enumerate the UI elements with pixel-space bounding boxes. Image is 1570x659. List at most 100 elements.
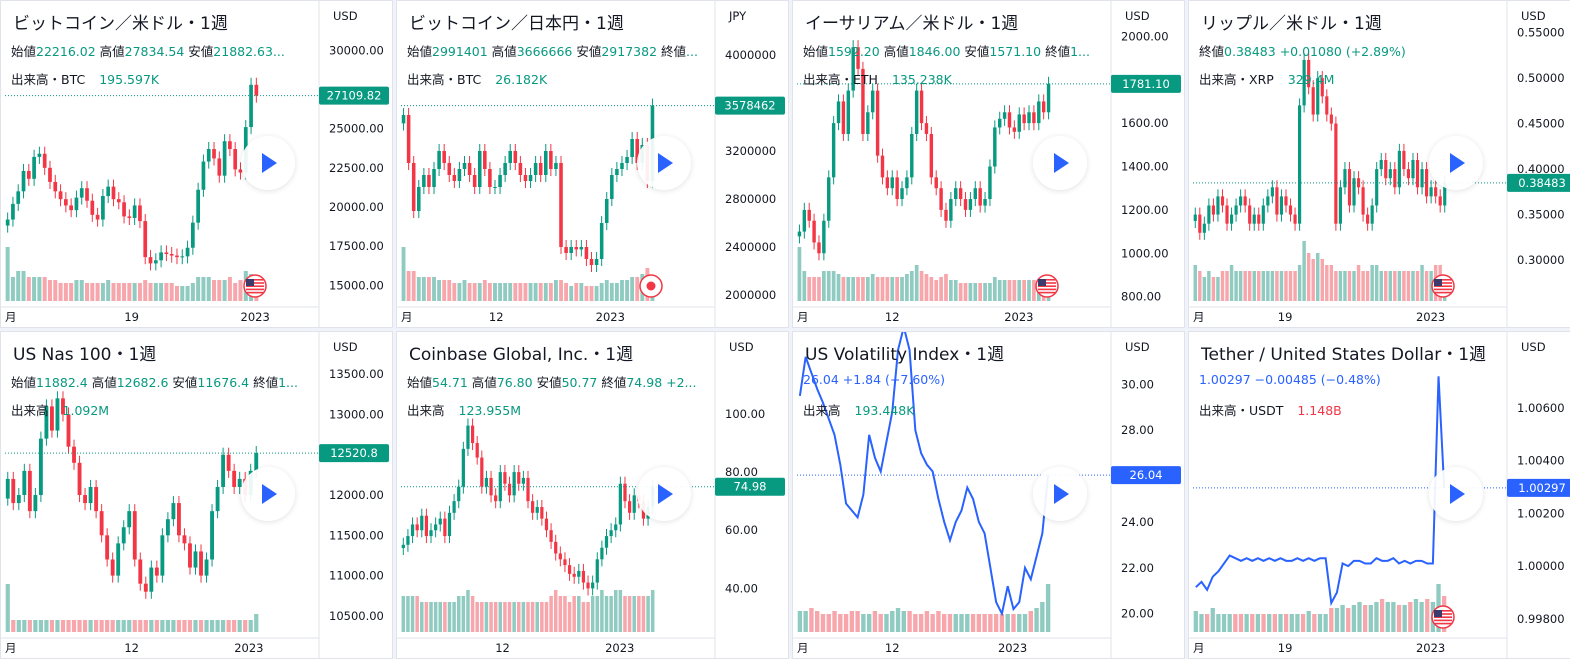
volume-bar [22, 620, 27, 632]
candle-body [1211, 205, 1215, 215]
candle-body [589, 259, 594, 265]
candle-body [437, 151, 441, 169]
volume-value: 123.955M [458, 403, 521, 418]
y-tick-label: 2000.00 [1121, 29, 1169, 43]
candle-body [233, 149, 238, 170]
play-icon[interactable] [1033, 136, 1087, 190]
volume-bar [540, 602, 544, 632]
close-value: 26.04 [803, 372, 843, 387]
chart-title[interactable]: US Volatility Index・1週 [805, 345, 1005, 365]
candle-body [544, 151, 548, 175]
volume-bar [1379, 271, 1383, 301]
chart-title[interactable]: リップル／米ドル・1週 [1201, 14, 1382, 34]
candle-body [1266, 196, 1270, 206]
chart-title[interactable]: ビットコイン／日本円・1週 [409, 14, 624, 34]
close-label: 終値 [1199, 44, 1225, 59]
chart-card[interactable]: 30.00 28.00 24.00 22.00 20.00 月 12 2023 26.04 US … [792, 331, 1185, 659]
play-icon[interactable] [1033, 467, 1087, 521]
candle-body [1397, 150, 1401, 188]
chart-title[interactable]: US Nas 100・1週 [13, 345, 157, 365]
play-icon[interactable] [1429, 136, 1483, 190]
volume-bar [1193, 265, 1197, 301]
volume-bar [132, 283, 137, 301]
volume-bar [851, 277, 856, 301]
play-icon[interactable] [241, 467, 295, 521]
chart-card[interactable]: 30000.00 25000.00 22500.00 20000.00 17500.00… [0, 0, 393, 328]
volume-bar [1419, 602, 1424, 632]
candle-body [1198, 214, 1202, 233]
volume-label: 出来高 [407, 403, 445, 418]
y-tick-label: 0.99800 [1517, 612, 1565, 626]
volume-bar [982, 614, 987, 632]
low-value: 11676.4 [197, 375, 254, 390]
chart-title[interactable]: Coinbase Global, Inc.・1週 [409, 345, 634, 365]
candle-body [477, 151, 482, 187]
candle-body [549, 151, 553, 169]
volume-bar [1238, 614, 1244, 632]
candle-body [442, 151, 446, 163]
candle-body [33, 495, 38, 512]
candle-body [462, 163, 467, 169]
play-icon[interactable] [241, 136, 295, 190]
y-tick-label: 11500.00 [329, 528, 384, 542]
y-tick-label: 1200.00 [1121, 203, 1169, 217]
volume-bar [1363, 605, 1368, 632]
volume-bar [918, 614, 924, 632]
y-tick-label: 1.00400 [1517, 454, 1565, 468]
volume-row: 出来高・ETH 135.238K [803, 69, 952, 88]
play-icon[interactable] [637, 136, 691, 190]
volume-row: 出来高 1.092M [11, 400, 109, 419]
play-icon[interactable] [1429, 467, 1483, 521]
volume-bar [433, 602, 438, 632]
volume-bar [797, 247, 802, 301]
candle-body [72, 446, 76, 463]
candle-body [417, 187, 421, 211]
candle-body [526, 477, 530, 502]
candle-body [1252, 214, 1256, 224]
volume-bar [452, 602, 456, 632]
volume-bar [154, 620, 159, 632]
chart-card[interactable]: 2000.00 1600.00 1400.00 1200.00 1000.00 800.0… [792, 0, 1185, 328]
play-icon[interactable] [637, 467, 691, 521]
chart-card[interactable]: 100.00 80.00 60.00 40.00 12 2023 74.98 Coinbase… [396, 331, 789, 659]
volume-bar [1027, 280, 1031, 301]
candle-body [1257, 214, 1261, 224]
volume-bar [82, 620, 88, 632]
candle-body [594, 259, 599, 265]
candle-body [196, 189, 200, 223]
low-value: 2917382 [601, 44, 662, 59]
chart-card[interactable]: 4000000 3200000 2800000 2400000 2000000 月 12 20… [396, 0, 789, 328]
chart-title[interactable]: ビットコイン／米ドル・1週 [13, 14, 228, 34]
volume-bar [838, 614, 843, 632]
candle-body [138, 559, 143, 584]
candle-body [483, 151, 487, 169]
volume-bar [401, 596, 406, 632]
last-price-badge [715, 96, 785, 115]
volume-bar [187, 620, 193, 632]
volume-bar [947, 614, 953, 632]
chart-card[interactable]: 0.55000 0.50000 0.45000 0.40000 0.35000 0.300… [1188, 0, 1570, 328]
ohlc-row: 始値11882.4 高値12682.6 安値11676.4 終値1... [11, 372, 301, 391]
candle-body [11, 478, 16, 504]
volume-bar [416, 277, 421, 301]
chart-title[interactable]: イーサリアム／米ドル・1週 [805, 14, 1019, 34]
y-tick-label: 15000.00 [329, 278, 384, 292]
volume-bar [513, 283, 518, 301]
candle-body [1193, 214, 1197, 221]
volume-bar [143, 620, 148, 632]
volume-bar [420, 602, 424, 632]
volume-bar [625, 280, 629, 301]
candle-body [968, 199, 973, 210]
volume-bar [1316, 253, 1320, 301]
chart-card[interactable]: 1.00600 1.00400 1.00200 1.00000 0.99800 月 19 20… [1188, 331, 1570, 659]
chart-card[interactable]: 13500.00 13000.00 12000.00 11500.00 11000.00… [0, 331, 393, 659]
candle-body [599, 223, 604, 259]
candle-body [88, 486, 93, 504]
chart-title[interactable]: Tether / United States Dollar・1週 [1201, 345, 1487, 365]
volume-value: 135.238K [891, 72, 952, 87]
candle-body [1366, 214, 1370, 224]
candle-body [22, 470, 27, 496]
volume-bar [549, 596, 553, 632]
candle-body [544, 518, 549, 531]
candle-body [807, 209, 811, 221]
